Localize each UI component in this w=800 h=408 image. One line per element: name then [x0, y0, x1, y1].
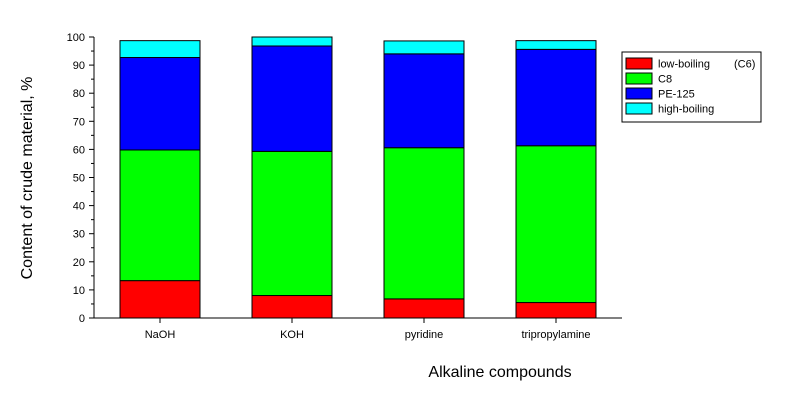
- bar-segment-koh-high-boiling: [251, 36, 333, 47]
- legend-swatch-c8: [625, 72, 653, 85]
- y-tick-label: 0: [79, 313, 85, 325]
- y-tick-label: 10: [73, 285, 85, 297]
- bar-segment-naoh-high-boiling: [119, 40, 201, 59]
- y-axis-title: Content of crude material, %: [19, 77, 36, 280]
- bar-segment-koh-pe-125: [251, 45, 333, 152]
- legend-label-pe-125: PE-125: [658, 89, 695, 101]
- bar-segment-naoh-pe-125: [119, 57, 201, 151]
- y-tick-label: 90: [73, 60, 85, 72]
- legend-note: (C6): [734, 59, 755, 71]
- bar-segment-tripropylamine-low-boiling: [515, 302, 597, 319]
- y-tick-label: 80: [73, 88, 85, 100]
- bar-segment-tripropylamine-c8: [515, 145, 597, 304]
- y-tick-label: 30: [73, 229, 85, 241]
- y-tick-label: 40: [73, 201, 85, 213]
- bar-segment-koh-low-boiling: [251, 295, 333, 319]
- bar-segment-naoh-c8: [119, 149, 201, 282]
- bar-segment-pyridine-low-boiling: [383, 298, 465, 319]
- legend-swatch-low-boiling: [625, 57, 653, 70]
- y-tick-label: 70: [73, 116, 85, 128]
- legend-label-c8: C8: [658, 74, 672, 86]
- bar-segment-pyridine-high-boiling: [383, 40, 465, 55]
- x-axis-title: Alkaline compounds: [428, 364, 571, 381]
- x-tick-label: NaOH: [145, 329, 176, 341]
- legend-swatch-pe-125: [625, 87, 653, 100]
- legend-label-high-boiling: high-boiling: [658, 104, 714, 116]
- x-tick-label: KOH: [280, 329, 304, 341]
- x-axis: NaOH KOH pyridine tripropylamine: [94, 317, 622, 341]
- bar-segment-koh-c8: [251, 150, 333, 297]
- y-tick-label: 100: [67, 32, 85, 44]
- bar-segment-pyridine-c8: [383, 147, 465, 300]
- y-tick-label: 50: [73, 173, 85, 185]
- bar-segment-naoh-low-boiling: [119, 280, 201, 319]
- x-tick-label: tripropylamine: [521, 329, 590, 341]
- y-axis: 0 10 20 30 40 50 60 70 80 90 100: [67, 32, 95, 325]
- bar-segment-tripropylamine-high-boiling: [515, 40, 597, 50]
- bar-segment-pyridine-pe-125: [383, 53, 465, 149]
- bar-segment-tripropylamine-pe-125: [515, 48, 597, 147]
- legend-swatch-high-boiling: [625, 102, 653, 115]
- legend: low-boiling C8 PE-125 high-boiling (C6): [621, 51, 762, 123]
- y-tick-label: 60: [73, 144, 85, 156]
- y-tick-label: 20: [73, 257, 85, 269]
- legend-label-low-boiling: low-boiling: [658, 59, 710, 71]
- x-tick-label: pyridine: [405, 329, 444, 341]
- plot-area: [119, 36, 597, 319]
